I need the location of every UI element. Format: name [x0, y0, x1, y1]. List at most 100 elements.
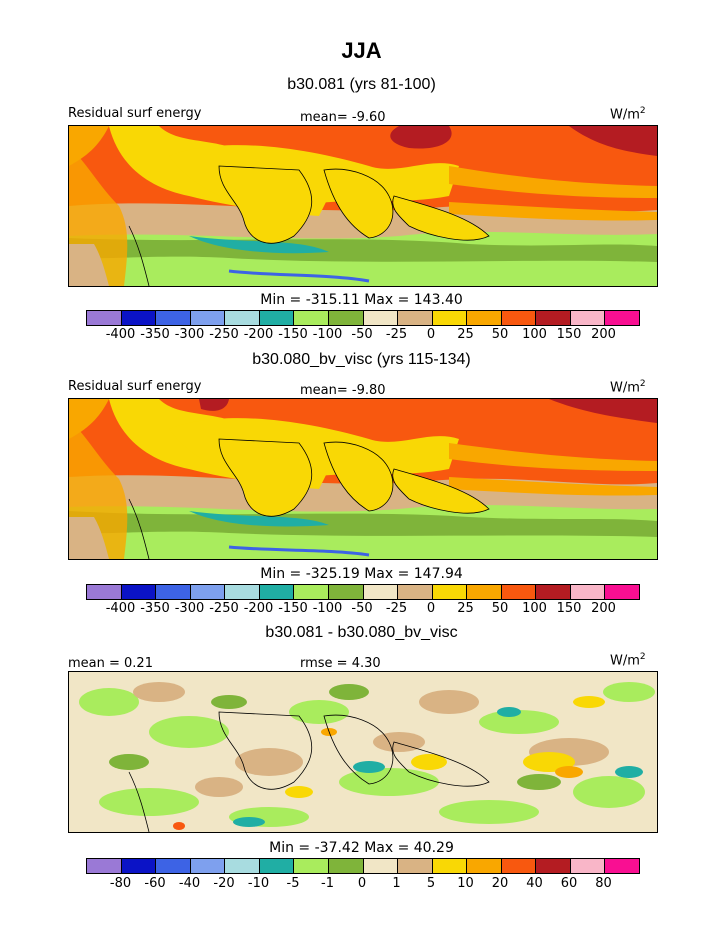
- colorbar-swatch: [432, 585, 468, 599]
- colorbar-swatch: [121, 585, 157, 599]
- panel1-mean-label: mean= -9.60: [300, 110, 386, 125]
- colorbar-swatch: [190, 585, 226, 599]
- colorbar-swatch: [294, 311, 329, 325]
- colorbar-swatch: [225, 311, 260, 325]
- colorbar-tick-label: 10: [457, 876, 474, 891]
- panel3-mean-label: mean = 0.21: [68, 656, 153, 671]
- panel1-left-label: Residual surf energy: [68, 106, 202, 121]
- colorbar-swatch: [536, 311, 571, 325]
- panel1-map-plot: [69, 126, 657, 286]
- colorbar-swatch: [570, 859, 606, 873]
- colorbar-swatch: [156, 859, 191, 873]
- panel3-rmse-label: rmse = 4.30: [300, 656, 381, 671]
- colorbar-swatch: [121, 859, 157, 873]
- colorbar-swatch: [467, 585, 502, 599]
- colorbar-swatch: [536, 859, 571, 873]
- colorbar-swatch: [605, 585, 639, 599]
- colorbar-tick-label: 100: [522, 601, 547, 616]
- panel1-subtitle: b30.081 (yrs 81-100): [287, 76, 436, 93]
- colorbar-swatch: [536, 585, 571, 599]
- colorbar-swatch: [294, 585, 329, 599]
- panel3-map: [68, 671, 658, 833]
- colorbar-swatch: [570, 311, 606, 325]
- colorbar-tick-label: -10: [247, 876, 270, 891]
- colorbar-tick-label: 40: [526, 876, 543, 891]
- colorbar-swatch: [570, 585, 606, 599]
- panel3-minmax: Min = -37.42 Max = 40.29: [269, 840, 454, 856]
- colorbar-swatch: [467, 859, 502, 873]
- colorbar-tick-label: 0: [426, 327, 436, 342]
- colorbar-swatch: [87, 311, 122, 325]
- colorbar-tick-label: -50: [351, 327, 373, 342]
- colorbar-tick-label: -40: [178, 876, 201, 891]
- colorbar-swatch: [225, 585, 260, 599]
- colorbar-swatch: [259, 585, 295, 599]
- colorbar-swatch: [363, 859, 399, 873]
- colorbar-swatch: [501, 859, 537, 873]
- colorbar-tick-label: 150: [556, 601, 582, 616]
- colorbar-swatch: [501, 311, 537, 325]
- panel2-mean-label: mean= -9.80: [300, 383, 386, 398]
- colorbar-tick-label: -150: [278, 601, 308, 616]
- colorbar-tick-label: -250: [209, 327, 239, 342]
- colorbar-tick-label: -100: [312, 601, 343, 616]
- panel2-subtitle: b30.080_bv_visc (yrs 115-134): [252, 351, 471, 368]
- colorbar-tick-label: 200: [591, 601, 616, 616]
- colorbar-swatch: [259, 859, 295, 873]
- colorbar-tick-label: -250: [209, 601, 239, 616]
- colorbar-tick-label: 200: [591, 327, 616, 342]
- colorbar-swatch: [398, 311, 433, 325]
- colorbar-tick-label: -20: [213, 876, 235, 891]
- colorbar-tick-label: -1: [321, 876, 334, 891]
- colorbar-tick-label: 50: [491, 601, 509, 616]
- colorbar-tick-label: -60: [144, 876, 166, 891]
- colorbar-swatch: [87, 585, 122, 599]
- colorbar-swatch: [605, 859, 639, 873]
- panel1-colorbar: [86, 310, 640, 326]
- panel1-map: [68, 125, 658, 287]
- colorbar-tick-label: -200: [243, 327, 274, 342]
- colorbar-tick-label: -100: [312, 327, 343, 342]
- colorbar-tick-label: -50: [351, 601, 373, 616]
- colorbar-swatch: [294, 859, 329, 873]
- colorbar-tick-label: -5: [286, 876, 300, 891]
- colorbar-tick-label: -350: [140, 327, 170, 342]
- panel3-subtitle: b30.081 - b30.080_bv_visc: [265, 624, 458, 641]
- colorbar-swatch: [156, 311, 191, 325]
- panel2-map-plot: [69, 399, 657, 559]
- colorbar-swatch: [398, 585, 433, 599]
- colorbar-tick-label: -150: [278, 327, 308, 342]
- colorbar-tick-label: -400: [105, 601, 136, 616]
- panel1-minmax: Min = -315.11 Max = 143.40: [260, 292, 463, 308]
- colorbar-tick-label: 150: [556, 327, 582, 342]
- panel2-minmax: Min = -325.19 Max = 147.94: [260, 566, 463, 582]
- colorbar-tick-label: 0: [357, 876, 367, 891]
- colorbar-swatch: [605, 311, 639, 325]
- colorbar-swatch: [363, 311, 399, 325]
- colorbar-swatch: [432, 859, 468, 873]
- colorbar-swatch: [121, 311, 157, 325]
- colorbar-swatch: [87, 859, 122, 873]
- colorbar-tick-label: 0: [426, 601, 436, 616]
- panel3-map-plot: [69, 672, 657, 832]
- colorbar-swatch: [190, 311, 226, 325]
- panel2-units: W/m2: [610, 379, 646, 396]
- colorbar-swatch: [225, 859, 260, 873]
- colorbar-tick-label: 25: [457, 601, 474, 616]
- panel3-units: W/m2: [610, 652, 646, 669]
- colorbar-swatch: [259, 311, 295, 325]
- colorbar-swatch: [398, 859, 433, 873]
- panel3-colorbar: [86, 858, 640, 874]
- panel2-colorbar-ticks: -400 -350 -300 -250 -200 -150 -100 -50 -25 0 25 50 1…: [86, 601, 638, 617]
- colorbar-tick-label: -25: [385, 327, 408, 342]
- colorbar-swatch: [328, 859, 364, 873]
- colorbar-tick-label: 60: [560, 876, 578, 891]
- colorbar-tick-label: -25: [385, 601, 408, 616]
- colorbar-swatch: [467, 311, 502, 325]
- colorbar-tick-label: -200: [243, 601, 274, 616]
- colorbar-tick-label: -350: [140, 601, 170, 616]
- page-title: JJA: [341, 38, 382, 63]
- colorbar-tick-label: -300: [174, 601, 205, 616]
- colorbar-tick-label: 1: [392, 876, 401, 891]
- colorbar-swatch: [156, 585, 191, 599]
